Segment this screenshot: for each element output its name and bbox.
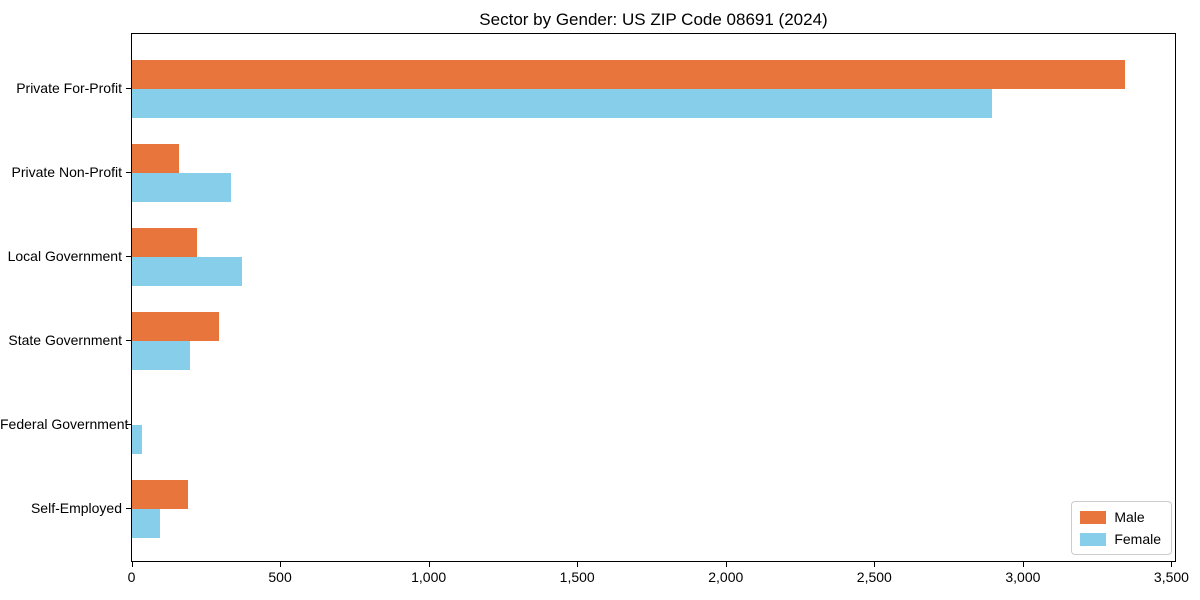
x-axis-tick <box>280 562 282 567</box>
y-axis-label: Local Government <box>7 248 122 264</box>
x-axis-tick <box>725 562 727 567</box>
bar-male-2 <box>132 228 198 257</box>
bar-female-5 <box>132 509 161 538</box>
y-axis-tick <box>126 424 131 425</box>
x-axis-tick <box>428 562 430 567</box>
bar-female-4 <box>132 425 143 454</box>
bar-female-2 <box>132 257 242 286</box>
y-axis-tick <box>126 172 131 173</box>
legend: Male Female <box>1071 501 1172 555</box>
x-axis-tick-label: 2,000 <box>708 569 744 585</box>
y-axis-label: Self-Employed <box>30 500 122 516</box>
x-axis-tick <box>1171 562 1173 567</box>
x-axis-tick-label: 2,500 <box>856 569 892 585</box>
bar-female-1 <box>132 173 232 202</box>
plot-area <box>131 33 1176 562</box>
y-axis-label: Federal Government <box>0 416 129 432</box>
x-axis-tick-label: 1,500 <box>559 569 595 585</box>
x-axis-tick <box>874 562 876 567</box>
x-axis-tick-label: 3,000 <box>1005 569 1041 585</box>
x-axis-tick-label: 500 <box>268 569 292 585</box>
x-axis-tick <box>1022 562 1024 567</box>
bar-male-0 <box>132 60 1126 89</box>
x-axis-tick-label: 1,000 <box>411 569 447 585</box>
y-axis-tick <box>126 88 131 89</box>
legend-label-male: Male <box>1114 509 1145 525</box>
bar-male-1 <box>132 144 180 173</box>
legend-item-female: Female <box>1080 531 1161 547</box>
legend-label-female: Female <box>1114 531 1161 547</box>
bar-female-3 <box>132 341 190 370</box>
x-axis-tick-label: 3,500 <box>1153 569 1189 585</box>
y-axis-label: Private Non-Profit <box>11 164 122 180</box>
legend-item-male: Male <box>1080 509 1161 525</box>
x-axis-tick <box>577 562 579 567</box>
y-axis-tick <box>126 340 131 341</box>
y-axis-tick <box>126 256 131 257</box>
bar-male-3 <box>132 312 220 341</box>
x-axis-tick-label: 0 <box>127 569 136 585</box>
x-axis-tick <box>131 562 133 567</box>
bar-female-0 <box>132 89 993 118</box>
bar-male-5 <box>132 480 189 509</box>
y-axis-tick <box>126 508 131 509</box>
y-axis-label: Private For-Profit <box>16 80 122 96</box>
legend-swatch-male <box>1080 510 1107 524</box>
y-axis-label: State Government <box>8 332 122 348</box>
legend-swatch-female <box>1080 532 1107 546</box>
chart-title: Sector by Gender: US ZIP Code 08691 (202… <box>479 10 828 29</box>
